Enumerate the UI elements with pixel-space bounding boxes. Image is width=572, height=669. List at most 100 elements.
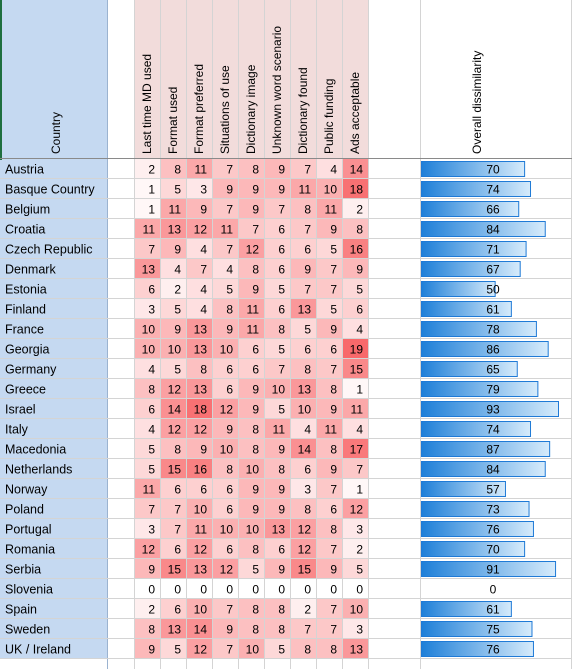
heat-cell[interactable] xyxy=(342,539,368,559)
heat-cell[interactable] xyxy=(316,359,342,379)
heat-cell[interactable] xyxy=(212,179,238,199)
heat-cell[interactable] xyxy=(342,619,368,639)
heat-cell[interactable] xyxy=(238,459,264,479)
heat-cell[interactable] xyxy=(316,559,342,579)
heat-cell[interactable] xyxy=(238,419,264,439)
heat-cell[interactable] xyxy=(290,579,316,599)
heat-cell[interactable] xyxy=(264,599,290,619)
heat-cell[interactable] xyxy=(264,199,290,219)
heat-cell[interactable] xyxy=(160,399,186,419)
heat-cell[interactable] xyxy=(316,279,342,299)
heat-cell[interactable] xyxy=(134,239,160,259)
heat-cell[interactable] xyxy=(290,419,316,439)
heat-cell[interactable] xyxy=(212,479,238,499)
heat-cell[interactable] xyxy=(342,459,368,479)
heat-cell[interactable] xyxy=(316,479,342,499)
heat-cell[interactable] xyxy=(160,559,186,579)
heat-cell[interactable] xyxy=(186,479,212,499)
heat-cell[interactable] xyxy=(134,559,160,579)
heat-cell[interactable] xyxy=(342,419,368,439)
heat-cell[interactable] xyxy=(290,499,316,519)
heat-cell[interactable] xyxy=(238,519,264,539)
heat-cell[interactable] xyxy=(186,439,212,459)
heat-cell[interactable] xyxy=(290,219,316,239)
heat-cell[interactable] xyxy=(134,599,160,619)
heat-cell[interactable] xyxy=(238,439,264,459)
heat-cell[interactable] xyxy=(212,419,238,439)
heat-cell[interactable] xyxy=(264,439,290,459)
heat-cell[interactable] xyxy=(238,599,264,619)
heat-cell[interactable] xyxy=(134,439,160,459)
heat-cell[interactable] xyxy=(160,179,186,199)
heat-cell[interactable] xyxy=(160,259,186,279)
heat-cell[interactable] xyxy=(238,219,264,239)
heat-cell[interactable] xyxy=(238,359,264,379)
heat-cell[interactable] xyxy=(316,339,342,359)
heat-cell[interactable] xyxy=(342,319,368,339)
heat-cell[interactable] xyxy=(212,219,238,239)
heat-cell[interactable] xyxy=(160,459,186,479)
heat-cell[interactable] xyxy=(264,619,290,639)
heat-cell[interactable] xyxy=(186,499,212,519)
heat-cell[interactable] xyxy=(160,419,186,439)
heat-cell[interactable] xyxy=(186,559,212,579)
heat-cell[interactable] xyxy=(212,539,238,559)
heat-cell[interactable] xyxy=(290,379,316,399)
heat-cell[interactable] xyxy=(134,299,160,319)
heat-cell[interactable] xyxy=(264,559,290,579)
heat-cell[interactable] xyxy=(134,479,160,499)
heat-cell[interactable] xyxy=(316,259,342,279)
heat-cell[interactable] xyxy=(186,239,212,259)
heat-cell[interactable] xyxy=(316,599,342,619)
heat-cell[interactable] xyxy=(212,559,238,579)
heat-cell[interactable] xyxy=(316,439,342,459)
heat-cell[interactable] xyxy=(134,579,160,599)
heat-cell[interactable] xyxy=(186,639,212,659)
heat-cell[interactable] xyxy=(342,599,368,619)
heat-cell[interactable] xyxy=(160,639,186,659)
heat-cell[interactable] xyxy=(290,459,316,479)
heat-cell[interactable] xyxy=(290,319,316,339)
heat-cell[interactable] xyxy=(238,539,264,559)
heat-cell[interactable] xyxy=(238,259,264,279)
heat-cell[interactable] xyxy=(316,299,342,319)
heat-cell[interactable] xyxy=(264,359,290,379)
heat-cell[interactable] xyxy=(160,319,186,339)
heat-cell[interactable] xyxy=(186,519,212,539)
heat-cell[interactable] xyxy=(290,619,316,639)
heat-cell[interactable] xyxy=(160,619,186,639)
heat-cell[interactable] xyxy=(342,439,368,459)
heat-cell[interactable] xyxy=(290,539,316,559)
heat-cell[interactable] xyxy=(134,359,160,379)
heat-cell[interactable] xyxy=(316,399,342,419)
heat-cell[interactable] xyxy=(264,479,290,499)
heat-cell[interactable] xyxy=(212,359,238,379)
heat-cell[interactable] xyxy=(290,199,316,219)
heat-cell[interactable] xyxy=(342,559,368,579)
heat-cell[interactable] xyxy=(290,239,316,259)
heat-cell[interactable] xyxy=(342,299,368,319)
heat-cell[interactable] xyxy=(290,559,316,579)
heat-cell[interactable] xyxy=(238,339,264,359)
heat-cell[interactable] xyxy=(186,579,212,599)
heat-cell[interactable] xyxy=(264,499,290,519)
heat-cell[interactable] xyxy=(290,259,316,279)
heat-cell[interactable] xyxy=(316,499,342,519)
heat-cell[interactable] xyxy=(212,259,238,279)
heat-cell[interactable] xyxy=(264,319,290,339)
heat-cell[interactable] xyxy=(238,479,264,499)
heat-cell[interactable] xyxy=(186,539,212,559)
heat-cell[interactable] xyxy=(342,159,368,179)
heat-cell[interactable] xyxy=(290,179,316,199)
heat-cell[interactable] xyxy=(134,219,160,239)
heat-cell[interactable] xyxy=(264,219,290,239)
heat-cell[interactable] xyxy=(212,319,238,339)
heat-cell[interactable] xyxy=(186,219,212,239)
heat-cell[interactable] xyxy=(342,239,368,259)
heat-cell[interactable] xyxy=(316,199,342,219)
heat-cell[interactable] xyxy=(212,579,238,599)
heat-cell[interactable] xyxy=(134,199,160,219)
heat-cell[interactable] xyxy=(186,459,212,479)
heat-cell[interactable] xyxy=(264,539,290,559)
heat-cell[interactable] xyxy=(134,539,160,559)
